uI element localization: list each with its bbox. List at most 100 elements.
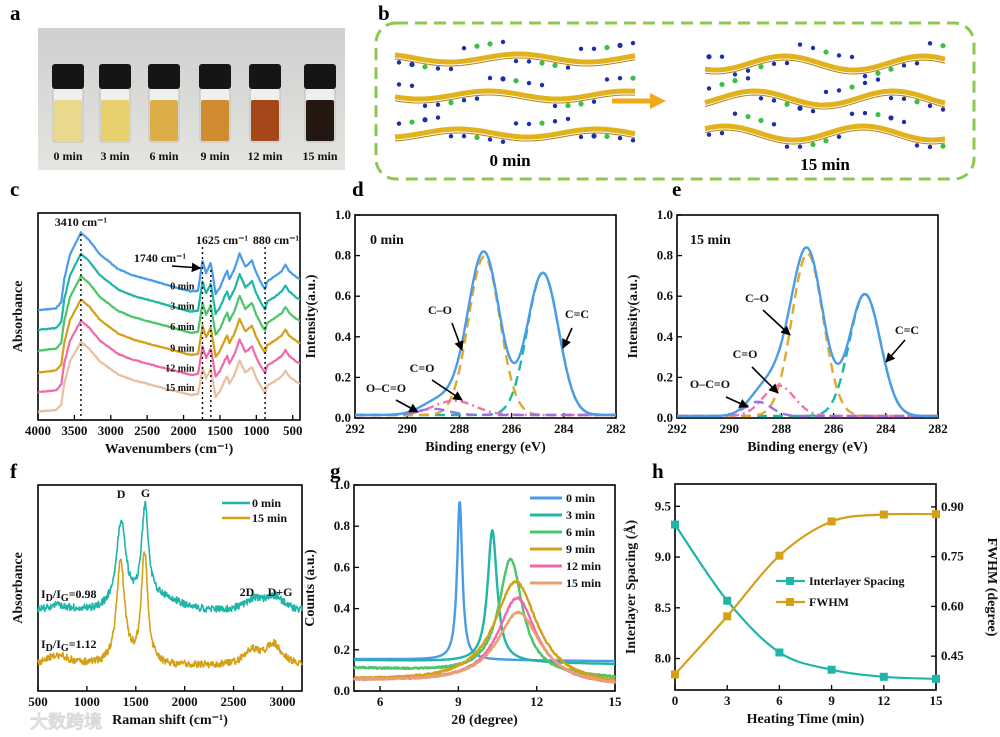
- atom: [719, 54, 725, 59]
- atom: [604, 77, 610, 82]
- data-point-marker: [932, 510, 940, 519]
- xrd-series-line: [353, 579, 617, 682]
- x-tick-label: 3500: [61, 423, 87, 438]
- graphene-layer: [704, 76, 946, 114]
- atom: [875, 77, 881, 82]
- x-tick-label: 2000: [171, 423, 197, 438]
- component-label: C–O: [428, 303, 452, 317]
- atom: [823, 138, 829, 144]
- atom: [422, 117, 428, 123]
- vial-liquid: [251, 100, 279, 141]
- atom: [396, 121, 402, 126]
- ftir-series-line: [37, 231, 301, 312]
- atom: [758, 117, 764, 124]
- atom: [719, 130, 725, 136]
- y-axis-label: Intensity(a.u.): [626, 274, 641, 358]
- atom: [758, 64, 764, 70]
- x-tick-label: 1000: [243, 423, 269, 438]
- panel-label-g: g: [330, 459, 341, 483]
- atom: [836, 134, 842, 139]
- atom: [849, 54, 855, 60]
- annotation-arrow-icon: [395, 399, 419, 413]
- atom: [797, 144, 803, 149]
- x-tick-label: 500: [28, 694, 48, 709]
- data-point-marker: [827, 665, 836, 674]
- chart-panel-c: 4000 3500 3000 2500 2000 1500 1000 500 Wavenumbe…: [11, 212, 302, 457]
- legend-label: 15 min: [252, 511, 287, 525]
- atom: [888, 66, 894, 72]
- atom: [461, 98, 467, 103]
- atom: [435, 115, 441, 120]
- x-tick-label: 4000: [25, 423, 51, 438]
- atom: [630, 40, 636, 46]
- series-label: 9 min: [170, 344, 195, 355]
- vial-liquid: [101, 100, 129, 141]
- atom: [888, 115, 894, 121]
- atom: [474, 134, 480, 140]
- atom: [591, 133, 597, 139]
- atom: [901, 63, 907, 68]
- x-tick-label: 288: [772, 421, 792, 436]
- graphene-layer: [704, 110, 946, 150]
- atom: [927, 144, 933, 150]
- data-point-marker: [775, 648, 784, 657]
- graphene-layer: [394, 39, 636, 72]
- x-tick-label: 284: [554, 421, 574, 436]
- atom: [526, 80, 532, 86]
- ftir-series-line: [37, 252, 301, 331]
- atom: [940, 143, 946, 149]
- ratio-part: D: [46, 593, 53, 604]
- y-tick-label: 0.4: [335, 329, 352, 344]
- atom: [461, 133, 467, 139]
- x-axis-label: Heating Time (min): [747, 712, 865, 727]
- plot-frame: [37, 212, 301, 421]
- atom: [487, 137, 493, 142]
- y2-tick-label: 0.60: [941, 598, 964, 613]
- atom: [565, 116, 571, 122]
- series-label: 0 min: [170, 282, 195, 293]
- vial-liquid: [150, 100, 178, 141]
- y-tick-label: 0.0: [335, 410, 351, 425]
- atom: [604, 133, 610, 140]
- atom: [797, 105, 803, 111]
- vial-label: 0 min: [53, 149, 82, 163]
- legend-label: FWHM: [809, 595, 849, 609]
- atom: [875, 111, 881, 118]
- atom: [552, 119, 558, 124]
- legend-label: 0 min: [566, 491, 595, 505]
- y-tick-label: 0.8: [657, 248, 674, 263]
- series-label: 15 min: [165, 383, 195, 394]
- x-tick-label: 1500: [207, 423, 233, 438]
- x-tick-label: 292: [667, 421, 687, 436]
- y-tick-label: 0.6: [335, 288, 352, 303]
- x-tick-label: 15: [609, 694, 623, 709]
- x-tick-label: 3000: [269, 694, 295, 709]
- atom: [732, 72, 738, 77]
- data-point-marker: [879, 510, 888, 519]
- plot-frame: [674, 483, 937, 691]
- x-tick-label: 284: [876, 421, 896, 436]
- x-tick-label: 282: [606, 421, 626, 436]
- atom: [784, 60, 790, 66]
- x-tick-label: 12: [530, 694, 543, 709]
- panel-label-d: d: [352, 177, 364, 201]
- atom: [591, 99, 597, 104]
- legend-label: 3 min: [566, 508, 595, 522]
- y-tick-label: 0.0: [657, 410, 673, 425]
- atom: [396, 60, 402, 65]
- x-tick-label: 12: [877, 693, 890, 708]
- diagram-border: [374, 21, 976, 181]
- atom: [539, 120, 545, 126]
- y-tick-label: 0.8: [334, 518, 351, 533]
- atom: [487, 41, 493, 47]
- vial-cap: [148, 64, 180, 89]
- atom: [578, 101, 584, 107]
- atom: [784, 101, 790, 107]
- ratio-part: G: [61, 593, 69, 604]
- atom: [810, 108, 816, 114]
- legend-label: 0 min: [252, 496, 281, 510]
- atom: [396, 82, 402, 87]
- atom: [940, 43, 946, 49]
- vial: 3 min: [99, 64, 131, 163]
